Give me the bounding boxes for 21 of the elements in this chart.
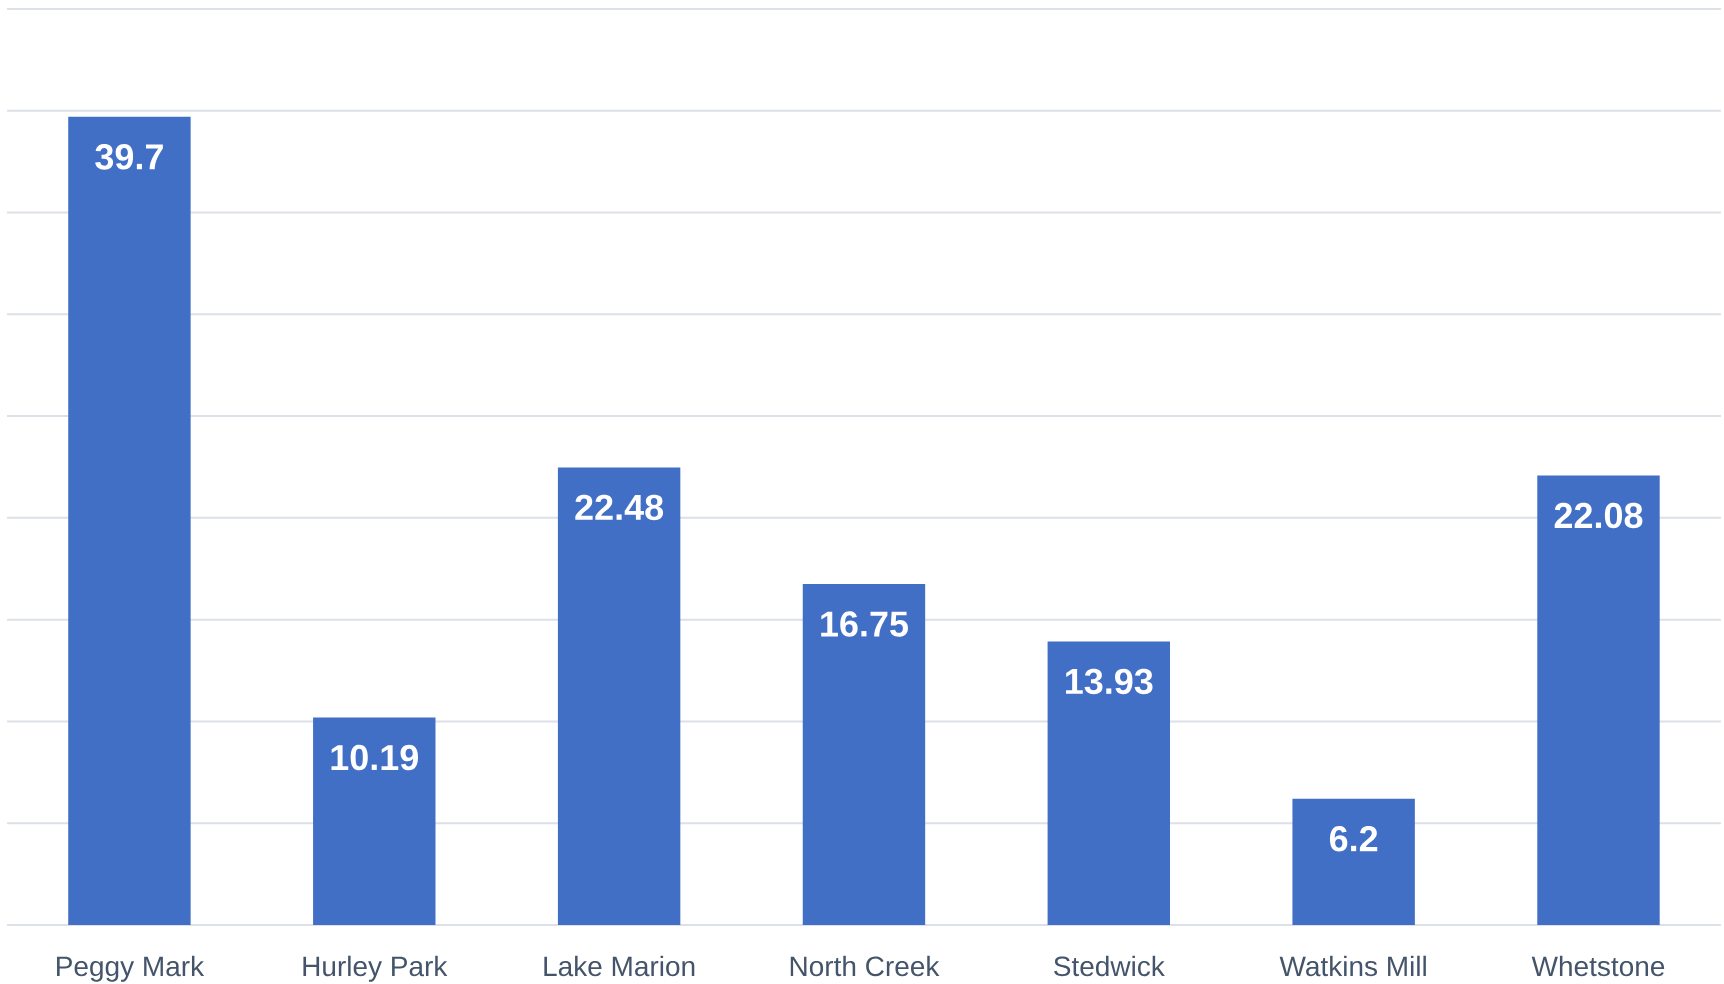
x-tick-label: Whetstone xyxy=(1531,955,1665,977)
x-tick-label: North Creek xyxy=(790,955,940,977)
x-tick-label: Stedwick xyxy=(1054,955,1165,977)
data-label: 22.08 xyxy=(1554,502,1643,529)
x-tick-label: Lake Marion xyxy=(544,955,695,977)
data-label: 39.7 xyxy=(95,144,163,170)
data-label: 6.2 xyxy=(1329,826,1378,852)
data-label: 10.19 xyxy=(331,744,418,771)
x-tick-label: Hurley Park xyxy=(303,955,448,982)
bar xyxy=(1537,475,1660,925)
bar xyxy=(1292,798,1415,925)
bar xyxy=(68,116,191,925)
data-label: 22.48 xyxy=(575,494,664,521)
bar xyxy=(557,467,681,925)
bar xyxy=(802,584,926,925)
bar xyxy=(313,717,436,925)
bar xyxy=(1047,641,1171,925)
data-label: 16.75 xyxy=(821,611,908,637)
x-tick-label: Peggy Mark xyxy=(57,955,205,982)
x-tick-label: Watkins Mill xyxy=(1279,955,1426,977)
data-label: 13.93 xyxy=(1066,668,1153,695)
